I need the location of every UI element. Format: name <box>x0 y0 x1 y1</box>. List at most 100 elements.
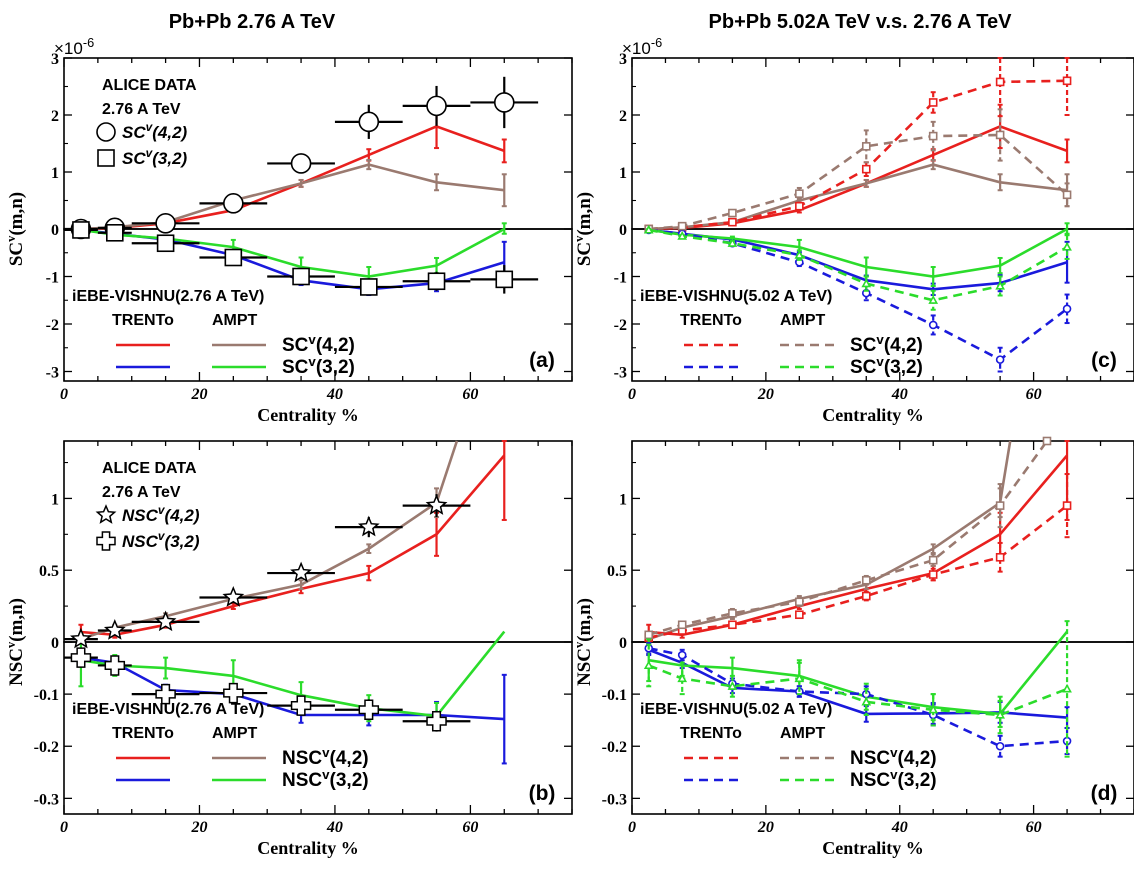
y-axis-label: NSCv(m,n) <box>4 598 27 686</box>
alice-data-point <box>70 647 92 668</box>
data-point <box>928 295 939 304</box>
data-point <box>644 630 654 640</box>
data-legend-marker <box>97 149 115 167</box>
alice-data-point <box>290 153 312 174</box>
x-tick-label: 40 <box>891 386 908 403</box>
panel-label: (c) <box>1091 349 1117 372</box>
y-tick-label: -3 <box>614 365 627 382</box>
legend-label: SCv(3,2) <box>850 354 923 379</box>
data-point <box>1042 436 1052 446</box>
frame-bottom <box>631 228 1134 382</box>
data-point <box>677 230 688 240</box>
model-legend-header: AMPT <box>780 725 826 742</box>
data-legend-subtitle: 2.76 A TeV <box>102 484 181 501</box>
data-point <box>1062 76 1072 86</box>
alice-data-point <box>155 683 176 705</box>
left-column-title: Pb+Pb 2.76 A TeV <box>169 11 336 33</box>
frame-bottom <box>631 641 1134 815</box>
x-axis-label: Centrality % <box>257 405 358 425</box>
alice-data-point <box>426 95 447 117</box>
series-line <box>648 228 1068 302</box>
y-tick-label: 1 <box>619 491 627 508</box>
y-tick-label: -1 <box>46 270 59 287</box>
series-line <box>80 163 505 231</box>
data-point <box>928 320 938 330</box>
data-point <box>727 238 738 247</box>
data-point <box>795 597 804 607</box>
x-axis-label: Centrality % <box>257 838 358 858</box>
alice-data-point <box>154 610 177 632</box>
data-legend-item: SCv(4,2) <box>122 120 188 142</box>
x-tick-label: 60 <box>1026 819 1042 836</box>
y-tick-label: 1 <box>51 491 59 508</box>
model-legend-header: AMPT <box>212 312 258 329</box>
y-axis-label: SCv(m,n) <box>572 192 595 266</box>
data-point <box>861 696 872 706</box>
alice-data-point <box>357 515 380 537</box>
panel-c: 0 20 40 60 Centrality % -3 -2 -1 0 1 2 3×10-6 SCv(m,… <box>572 35 1134 425</box>
data-point <box>794 673 805 683</box>
alice-data-point <box>222 586 245 607</box>
data-legend-title: ALICE DATA <box>102 77 197 94</box>
data-legend-title: ALICE DATA <box>102 460 197 477</box>
model-legend-title: iEBE-VISHNU(2.76 A TeV) <box>72 288 264 305</box>
model-legend-title: iEBE-VISHNU(5.02 A TeV) <box>640 288 832 305</box>
data-point <box>643 224 654 234</box>
legend-label: NSCv(3,2) <box>282 767 369 792</box>
series-line <box>648 504 1068 639</box>
data-point <box>1062 683 1072 693</box>
data-point <box>861 142 871 151</box>
alice-data-point <box>72 221 90 239</box>
data-point <box>861 575 871 585</box>
data-point <box>861 591 871 601</box>
data-point <box>928 555 938 565</box>
series-line <box>648 79 1068 231</box>
y-multiplier: ×10-6 <box>622 35 662 59</box>
legend-label: SCv(4,2) <box>850 332 923 357</box>
alice-data-point <box>495 270 514 289</box>
x-axis-label: Centrality % <box>822 405 923 425</box>
panel-a: 0 20 40 60 Centrality % -3 -2 -1 0 1 2 3×10-6 SCv(m,… <box>4 35 573 425</box>
panel-d: 0 20 40 60 Centrality % 0 0.5 1 -0.1 -0.2 -0.3 NSCv… <box>572 436 1134 858</box>
data-point <box>728 208 737 218</box>
y-tick-label: -3 <box>46 365 59 382</box>
data-point <box>728 217 737 227</box>
y-tick-label: -2 <box>614 317 627 334</box>
data-point <box>1062 241 1072 251</box>
model-legend-title: iEBE-VISHNU(5.02 A TeV) <box>640 701 832 718</box>
data-point <box>995 709 1005 719</box>
data-point <box>794 249 805 259</box>
alice-data-point <box>103 619 126 640</box>
x-tick-label: 60 <box>462 386 478 403</box>
panel-label: (d) <box>1091 782 1118 805</box>
data-point <box>861 164 871 174</box>
y-tick-label: -0.3 <box>34 791 59 808</box>
y-tick-label: -0.2 <box>34 739 59 756</box>
alice-data-point <box>359 278 378 296</box>
data-point <box>677 221 687 231</box>
y-tick-label: 0 <box>619 222 627 239</box>
y-tick-label: -0.1 <box>602 687 627 704</box>
series-line <box>648 440 1012 641</box>
series-line <box>648 163 1068 231</box>
alice-data-point <box>156 234 175 253</box>
alice-data-point <box>290 561 312 583</box>
data-point <box>995 280 1005 290</box>
data-point <box>727 681 738 690</box>
x-tick-label: 40 <box>891 819 908 836</box>
data-point <box>795 610 804 620</box>
legend-label: SCv(3,2) <box>282 354 355 379</box>
y-tick-label: 1 <box>51 165 59 182</box>
data-legend-item: NSCv(4,2) <box>122 503 200 525</box>
y-tick-label: 0.5 <box>39 563 59 580</box>
y-tick-label: -1 <box>614 270 627 287</box>
data-point <box>928 570 938 579</box>
data-point <box>995 552 1005 562</box>
legend-label: NSCv(4,2) <box>850 745 937 770</box>
y-tick-label: -2 <box>46 317 59 334</box>
alice-data-point <box>290 695 312 716</box>
data-point <box>995 77 1005 87</box>
y-tick-label: 3 <box>619 51 627 68</box>
alice-data-point <box>224 248 243 267</box>
